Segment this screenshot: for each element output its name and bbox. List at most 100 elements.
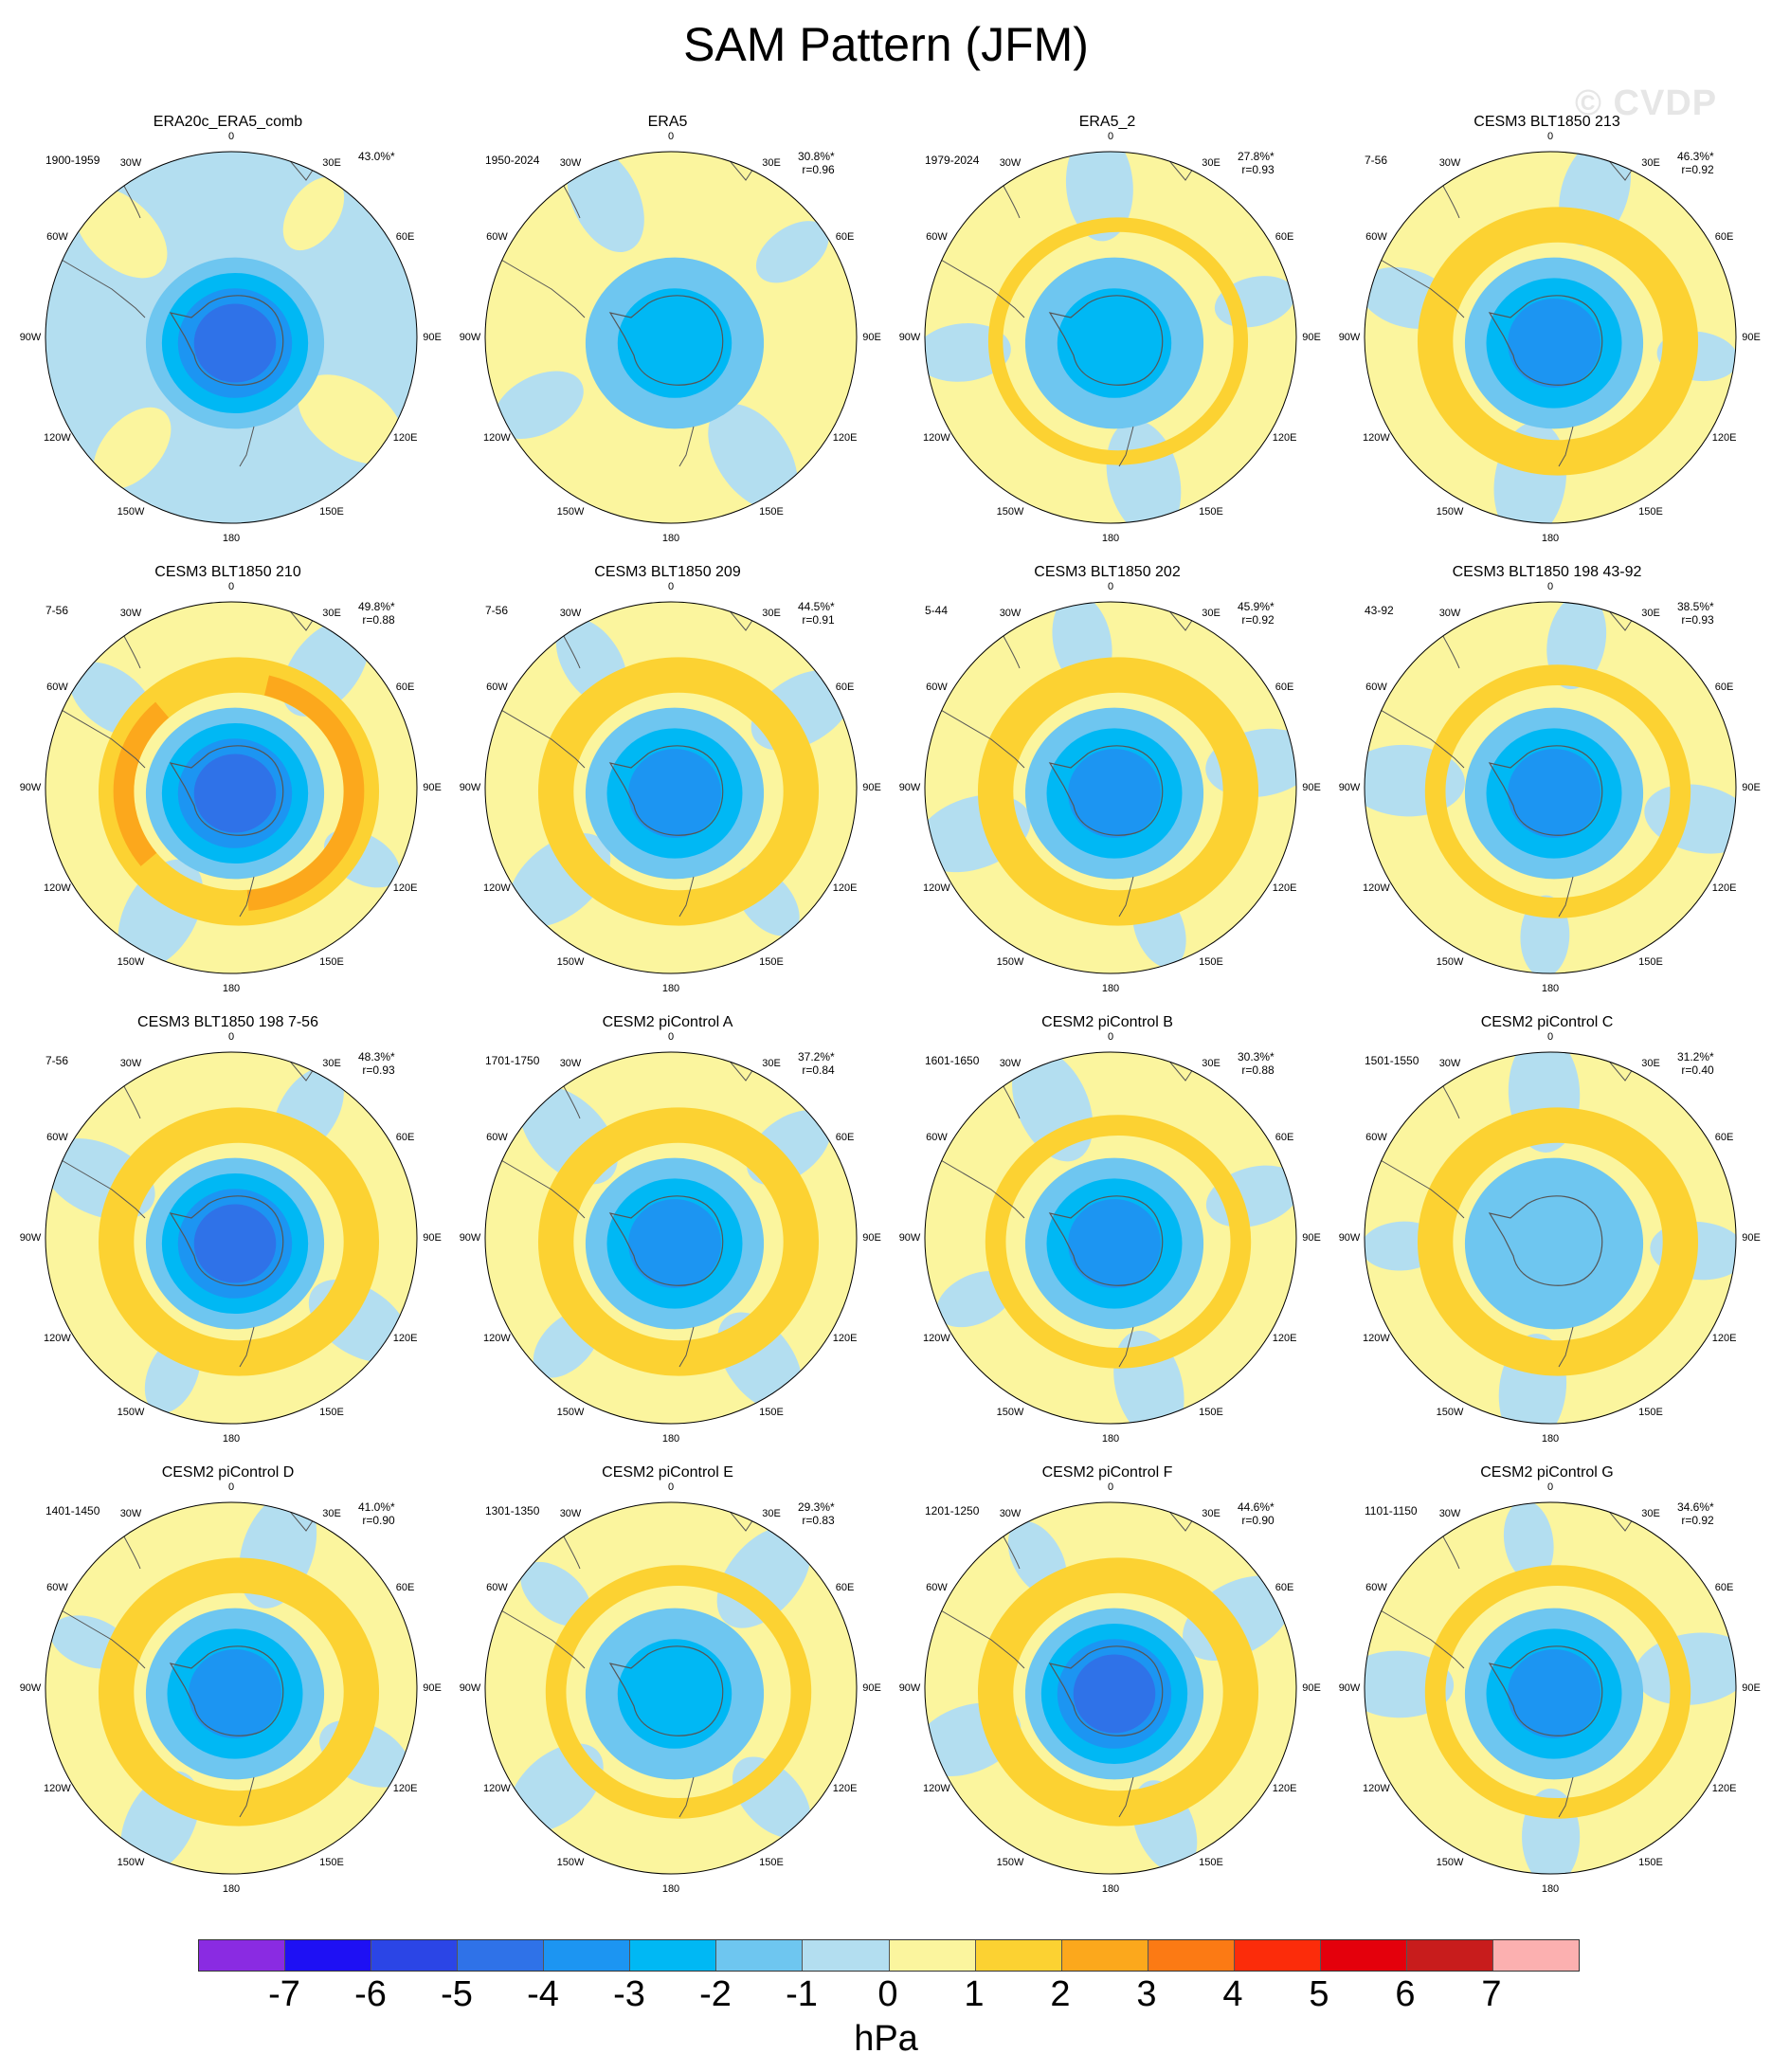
antarctica-coastline [1488, 1645, 1603, 1736]
coastline [54, 255, 146, 318]
antarctica-coastline [169, 1195, 284, 1286]
coastline [1373, 255, 1465, 318]
anomaly-patch [74, 187, 168, 279]
longitude-label: 120E [1711, 1783, 1737, 1794]
longitude-label: 120E [1272, 882, 1297, 894]
longitude-label: 90E [423, 1682, 442, 1694]
longitude-label: 120W [923, 1783, 950, 1794]
longitude-label: 60E [1714, 1582, 1734, 1593]
anomaly-patch [520, 1561, 591, 1627]
longitude-label: 90W [1338, 1232, 1361, 1244]
polar-map [924, 151, 1297, 524]
longitude-label: 60E [1714, 1132, 1734, 1143]
antarctica-coastline [1048, 745, 1164, 836]
colorbar-tick-label: 7 [1481, 1974, 1502, 2014]
longitude-label: 30W [1438, 157, 1461, 170]
longitude-label: 150W [996, 1406, 1024, 1418]
page-title: SAM Pattern (JFM) [683, 18, 1089, 71]
map-panel: CESM3 BLT1850 198 43-92 43-92 38.5%* r=0.93… [1339, 564, 1772, 1014]
antarctica-coastline [608, 745, 724, 836]
coastline [933, 1606, 1025, 1669]
coastline [1373, 1155, 1465, 1219]
coastline [494, 705, 586, 769]
longitude-label: 150E [319, 955, 344, 968]
longitude-label: 150W [556, 1856, 585, 1868]
panel-period: 1101-1150 [1365, 1504, 1418, 1518]
longitude-label: 90E [1742, 332, 1761, 343]
longitude-label: 60W [46, 1582, 68, 1593]
panel-title: CESM3 BLT1850 210 [154, 564, 301, 580]
panel-title: CESM2 piControl E [602, 1464, 733, 1481]
positive-anomaly-ring [1417, 207, 1699, 476]
longitude-label: 90W [1338, 782, 1361, 793]
negative-core-contour [1057, 288, 1172, 398]
anomaly-patch [298, 374, 405, 464]
colorbar-tick-label: -1 [786, 1974, 818, 2014]
longitude-label: 180 [661, 1433, 680, 1445]
longitude-label: 30E [1641, 1058, 1660, 1070]
longitude-label: 90E [1302, 1232, 1321, 1244]
panel-variance-explained: 37.2%* [798, 1050, 835, 1063]
map-border [1364, 1051, 1737, 1425]
negative-core-contour [1508, 749, 1600, 838]
longitude-label: 30E [1202, 1058, 1221, 1070]
longitude-label: 150E [319, 1856, 344, 1868]
longitude-label: 150E [759, 955, 784, 968]
positive-anomaly-ring [1417, 1107, 1699, 1376]
colorbar-tick-label: 0 [877, 1974, 898, 2014]
longitude-label: 30E [1641, 157, 1660, 170]
longitude-label: 0 [1107, 581, 1114, 592]
longitude-label: 90E [1742, 1682, 1761, 1694]
panel-period: 7-56 [45, 604, 69, 617]
colorbar-tick-label: 6 [1395, 1974, 1416, 2014]
longitude-label: 60W [926, 1132, 948, 1143]
colorbar-segment [630, 1940, 717, 1971]
longitude-label: 30W [559, 157, 582, 170]
longitude-label: 150E [1199, 505, 1223, 518]
longitude-label: 180 [222, 1883, 241, 1895]
anomaly-patch [708, 404, 798, 511]
positive-anomaly-ring [98, 1557, 380, 1827]
longitude-label: 30W [119, 1508, 142, 1520]
longitude-label: 150E [1638, 955, 1663, 968]
map-border [45, 601, 418, 974]
longitude-label: 180 [1541, 533, 1560, 544]
polar-map [924, 601, 1297, 974]
colorbar-tick-label: 1 [964, 1974, 985, 2014]
longitude-label: 0 [667, 1481, 675, 1493]
panel-correlation: r=0.88 [362, 613, 395, 627]
colorbar-tick-label: -5 [441, 1974, 473, 2014]
panel-period: 7-56 [45, 1054, 69, 1067]
positive-anomaly-ring [977, 1557, 1259, 1827]
negative-core-contour [1068, 749, 1161, 838]
panel-variance-explained: 45.9%* [1238, 600, 1275, 613]
colorbar-tick-label: 5 [1309, 1974, 1329, 2014]
polar-map [484, 1051, 858, 1425]
coastline [239, 426, 255, 467]
panel-title: CESM3 BLT1850 198 7-56 [137, 1014, 318, 1030]
longitude-label: 150W [1436, 955, 1464, 968]
panel-variance-explained: 29.3%* [798, 1500, 835, 1514]
coastline [239, 876, 255, 918]
longitude-label: 30E [1202, 1508, 1221, 1520]
colorbar-tick-label: -3 [613, 1974, 645, 2014]
negative-core-contour [189, 1649, 281, 1738]
longitude-label: 150E [1199, 955, 1223, 968]
map-panel: ERA5_2 1979-2024 27.8%* r=0.93 0 30E 60E 90E 120… [899, 114, 1365, 564]
longitude-label: 90E [1742, 782, 1761, 793]
colorbar-tick-label: 3 [1136, 1974, 1157, 2014]
longitude-label: 150W [996, 955, 1024, 968]
positive-anomaly-ring [1424, 1565, 1691, 1819]
anomaly-patch [493, 371, 584, 439]
panel-variance-explained: 34.6%* [1677, 1500, 1714, 1514]
longitude-label: 60E [395, 1132, 415, 1143]
colorbar-segment [1320, 1940, 1407, 1971]
panel-variance-explained: 41.0%* [358, 1500, 395, 1514]
panel-correlation: r=0.93 [1681, 613, 1714, 627]
longitude-label: 120E [1711, 432, 1737, 444]
longitude-label: 120E [392, 432, 418, 444]
negative-core-contour [617, 1639, 732, 1749]
anomaly-patch [93, 407, 172, 490]
longitude-label: 150E [1199, 1856, 1223, 1868]
longitude-label: 150W [996, 1856, 1024, 1868]
